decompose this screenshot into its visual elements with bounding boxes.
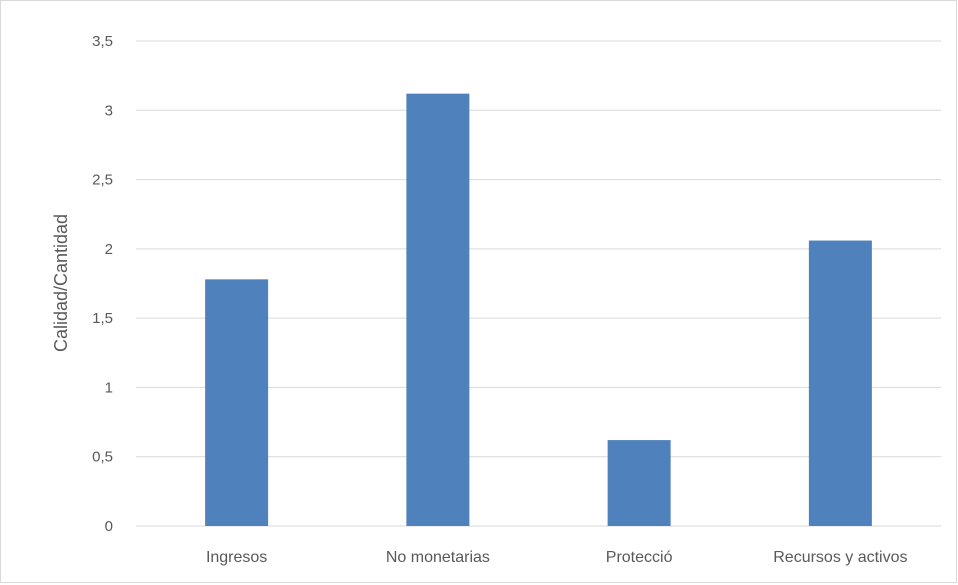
bar: [406, 93, 470, 527]
y-tick-label: 2: [105, 241, 113, 258]
bars: [205, 93, 872, 527]
y-tick-label: 3: [105, 102, 113, 119]
x-category-label: No monetarias: [386, 549, 490, 566]
y-tick-label: 3,5: [92, 33, 113, 50]
bar: [808, 240, 872, 527]
y-tick-label: 1: [105, 379, 113, 396]
bar: [607, 440, 671, 526]
bar: [205, 279, 269, 526]
x-category-label: Recursos y activos: [773, 549, 907, 566]
x-category-label: Protecció: [606, 549, 673, 566]
x-category-label: Ingresos: [206, 549, 267, 566]
y-tick-label: 0: [105, 518, 113, 535]
gridlines: [136, 40, 941, 527]
x-axis-categories: Ingresos No monetarias Protecció Recursos y…: [206, 549, 908, 566]
y-tick-label: 0,5: [92, 449, 113, 466]
y-tick-label: 1,5: [92, 310, 113, 327]
y-axis-ticks: 0 0,5 1 1,5 2 2,5 3 3,5: [92, 33, 113, 535]
y-tick-label: 2,5: [92, 172, 113, 189]
y-axis-title: Calidad/Cantidad: [51, 214, 71, 352]
